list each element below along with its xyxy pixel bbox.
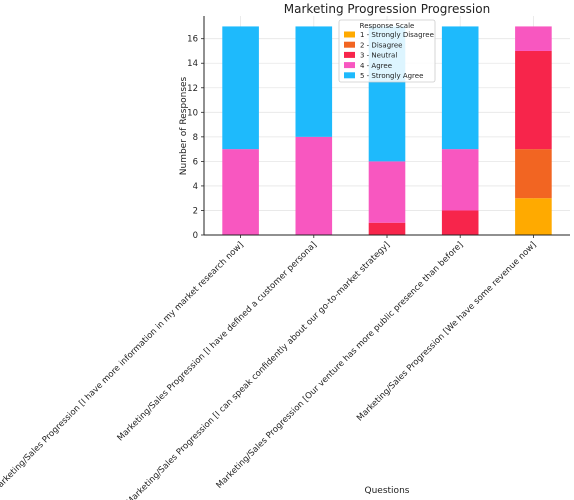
bar-segment	[515, 26, 552, 51]
legend-swatch	[344, 72, 355, 79]
legend-entry: 4 - Agree	[360, 62, 392, 70]
x-tick-label: Marketing/Sales Progression [I have more…	[0, 240, 246, 495]
bar-segment	[515, 149, 552, 199]
y-tick-label: 4	[193, 182, 198, 192]
x-tick-label: Marketing/Sales Progression [I can speak…	[125, 240, 392, 500]
x-tick-labels: Marketing/Sales Progression [I have more…	[0, 235, 539, 500]
bar-segment	[441, 149, 479, 211]
legend-swatch	[344, 51, 355, 58]
y-tick-label: 10	[187, 108, 198, 118]
y-tick-label: 2	[193, 206, 198, 216]
legend-entry: 2 - Disagree	[360, 41, 402, 49]
bar-segment	[515, 198, 552, 235]
y-tick-label: 0	[193, 231, 198, 241]
y-tick-label: 14	[187, 59, 198, 69]
y-tick-label: 8	[193, 133, 198, 143]
bar-segment	[368, 161, 406, 223]
legend-entry: 1 - Strongly Disagree	[360, 31, 434, 39]
legend-swatch	[344, 31, 355, 38]
legend-swatch	[344, 41, 355, 48]
y-tick-label: 12	[187, 84, 198, 94]
legend-frame	[338, 19, 436, 83]
chart-title: Marketing Progression Progression	[284, 2, 490, 16]
legend-entry: 5 - Strongly Agree	[360, 72, 423, 80]
x-tick-label: Marketing/Sales Progression [We have som…	[355, 240, 538, 423]
bar-segment	[222, 149, 259, 235]
legend-entry: 3 - Neutral	[360, 52, 397, 60]
y-axis-label: Number of Responses	[179, 76, 189, 175]
y-tick-label: 6	[193, 157, 198, 167]
x-axis-label: Questions	[365, 486, 410, 496]
y-tick-labels: 0 2 4 6 8 10 12 14 16	[187, 35, 204, 241]
legend-swatch	[344, 62, 355, 69]
bars-layer	[222, 26, 552, 235]
bar-segment	[368, 222, 406, 235]
legend-title: Response Scale	[360, 22, 415, 30]
legend-items: 1 - Strongly Disagree 2 - Disagree 3 - Neu…	[344, 31, 434, 80]
y-tick-label: 16	[187, 35, 198, 45]
legend: Response Scale 1 - Strongly Disagree 2 - …	[338, 19, 436, 83]
bar-segment	[295, 26, 333, 137]
x-tick-label: Marketing/Sales Progression [Our venture…	[215, 240, 466, 491]
bar-segment	[441, 210, 479, 235]
bar-segment	[515, 50, 552, 150]
bar-segment	[441, 26, 479, 150]
bar-segment	[222, 26, 259, 150]
bar-segment	[295, 136, 333, 235]
